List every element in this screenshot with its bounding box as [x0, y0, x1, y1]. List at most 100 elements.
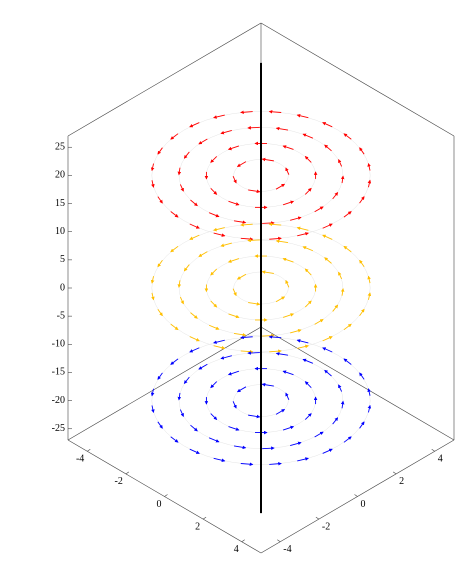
arrow: [261, 382, 274, 387]
arrow: [233, 445, 247, 450]
arrow: [170, 211, 179, 218]
arrow: [157, 308, 163, 317]
arrow: [157, 147, 163, 155]
arrow: [240, 462, 254, 466]
arrow: [275, 352, 289, 356]
arrow: [190, 199, 198, 207]
arrow: [343, 133, 352, 140]
y-tick-label: -2: [322, 521, 330, 532]
arrow: [177, 392, 182, 401]
arrow: [240, 110, 253, 115]
x-tick: [164, 494, 168, 497]
arrow: [189, 223, 200, 229]
x-tick-label: 4: [234, 544, 239, 555]
arrow: [183, 376, 190, 384]
arrow: [359, 196, 365, 204]
arrow: [210, 413, 218, 421]
arrow: [302, 358, 314, 364]
x-tick-label: -4: [76, 454, 84, 465]
z-tick-label: 5: [60, 254, 65, 265]
arrow: [324, 144, 332, 152]
arrow: [228, 426, 240, 431]
arrow: [290, 216, 302, 221]
arrow: [227, 145, 240, 151]
arrow: [297, 344, 309, 349]
z-tick-label: 0: [60, 282, 65, 293]
arrow: [367, 162, 371, 171]
arrow: [151, 405, 155, 414]
arrow: [322, 347, 333, 353]
arrow: [340, 288, 345, 296]
arrow: [220, 355, 232, 360]
arrow: [297, 232, 309, 237]
arrow: [304, 155, 312, 163]
axis-edge: [67, 326, 262, 441]
arrow: [157, 196, 163, 204]
arrow: [322, 223, 333, 229]
arrow: [304, 381, 312, 388]
arrow: [343, 211, 352, 218]
arrow: [262, 221, 275, 225]
axis-edge: [67, 22, 262, 137]
arrow: [324, 369, 332, 377]
arrow: [240, 237, 254, 241]
arrow: [359, 147, 365, 155]
arrow: [198, 251, 208, 257]
arrow: [343, 436, 352, 443]
ring: [206, 143, 316, 208]
arrow: [198, 138, 208, 145]
arrow: [268, 110, 282, 114]
arrow: [236, 386, 247, 393]
arrow: [183, 264, 190, 272]
arrow: [343, 323, 352, 331]
arrow: [233, 332, 247, 337]
arrow: [367, 275, 371, 284]
arrow: [359, 259, 365, 268]
arrow: [157, 421, 163, 429]
arrow: [220, 242, 232, 247]
arrow: [150, 388, 155, 397]
arrow: [282, 313, 295, 318]
arrow: [210, 188, 218, 195]
arrow: [261, 270, 274, 274]
arrow: [170, 436, 179, 443]
arrow: [285, 167, 290, 175]
arrow: [189, 347, 200, 353]
y-tick-label: 2: [399, 476, 404, 487]
arrow: [282, 370, 294, 376]
arrow: [359, 308, 365, 316]
ring: [151, 336, 371, 465]
arrow: [332, 304, 339, 312]
arrow: [240, 335, 253, 340]
arrow: [338, 271, 343, 280]
arrow: [232, 175, 237, 184]
arrow: [227, 258, 240, 263]
arrow: [338, 159, 343, 167]
arrow: [179, 296, 184, 305]
arrow: [228, 313, 240, 319]
arrow: [275, 126, 289, 131]
z-tick-label: 10: [55, 226, 65, 237]
arrow: [240, 349, 254, 354]
x-tick: [87, 449, 91, 452]
arrow: [227, 370, 240, 376]
arrow: [190, 424, 198, 432]
arrow: [367, 404, 372, 413]
arrow: [213, 339, 225, 344]
arrow: [275, 409, 286, 415]
arrow: [322, 122, 333, 128]
arrow: [262, 446, 275, 450]
arrow: [282, 200, 295, 206]
arrow: [269, 349, 282, 353]
x-tick-label: 0: [157, 499, 162, 510]
y-tick: [354, 494, 358, 497]
x-tick: [125, 471, 130, 475]
y-tick-label: -4: [283, 544, 291, 555]
y-tick: [277, 539, 281, 542]
arrow: [248, 189, 261, 194]
arrow: [297, 457, 309, 462]
arrow: [261, 157, 274, 162]
arrow: [210, 268, 218, 276]
arrow: [210, 381, 218, 389]
